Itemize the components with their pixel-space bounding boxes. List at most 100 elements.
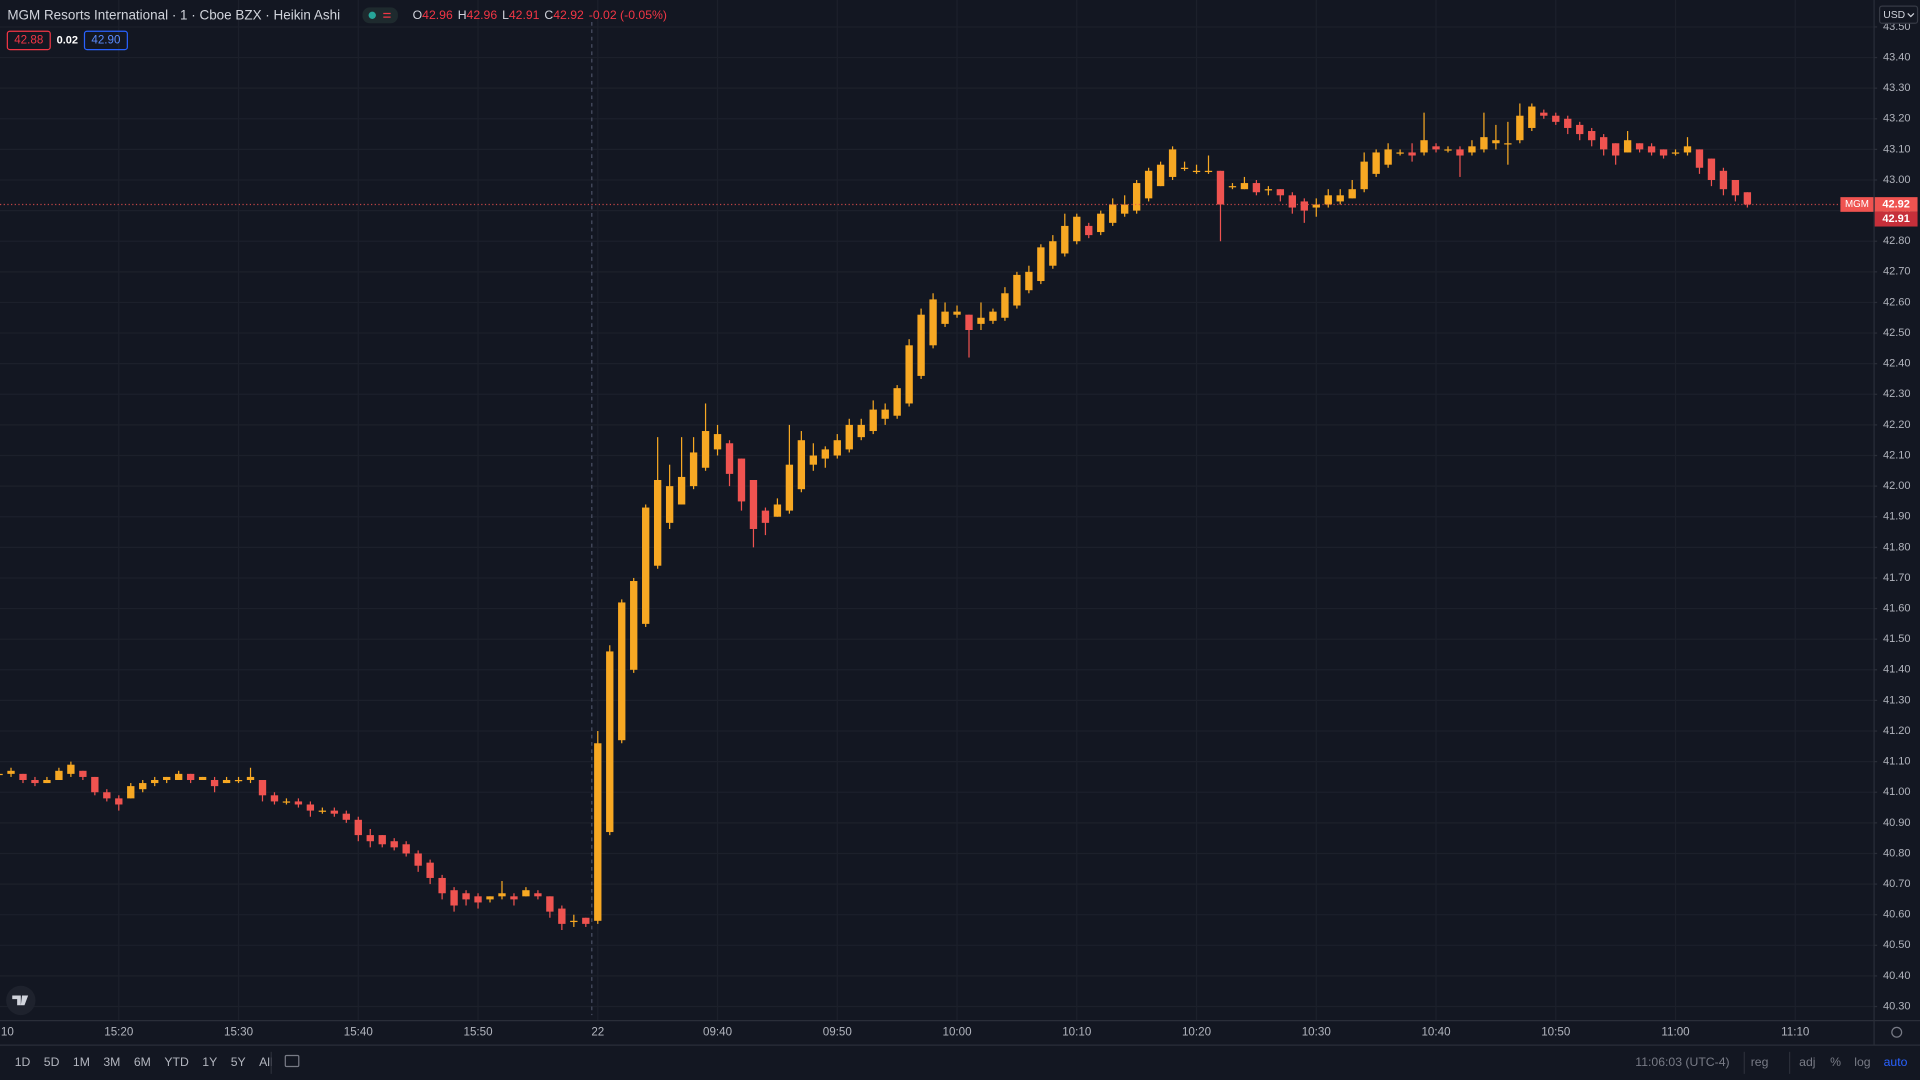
date-range-icon[interactable]	[284, 1054, 300, 1068]
ohlc-value: 42.96	[467, 8, 498, 22]
candle-body	[1144, 170, 1153, 199]
ohlc-label: L	[502, 8, 509, 22]
candle-body	[294, 801, 303, 805]
y-tick-label: 41.60	[1883, 602, 1911, 614]
candle-body	[1611, 143, 1620, 156]
candle-body	[833, 440, 841, 456]
candle-body	[1156, 164, 1165, 187]
low-price: 42.91	[1882, 213, 1910, 225]
candle-body	[977, 317, 985, 324]
y-tick-label: 43.30	[1883, 82, 1911, 94]
y-tick-label: 42.50	[1883, 327, 1911, 339]
candle-body	[1132, 183, 1141, 211]
candle-body	[1480, 137, 1488, 150]
candle-body	[366, 835, 374, 842]
candle-body	[174, 773, 183, 780]
symbol-title[interactable]: MGM Resorts International · 1 · Cboe BZX…	[7, 7, 340, 22]
x-tick-label: 10:50	[1541, 1025, 1571, 1038]
status-pill[interactable]	[362, 7, 398, 24]
candle-body	[1564, 118, 1572, 128]
range-button[interactable]: 1Y	[202, 1055, 217, 1069]
candle-body	[761, 510, 770, 523]
candle-body	[402, 844, 410, 854]
candle-body	[198, 776, 207, 780]
candle-body	[522, 890, 530, 897]
scale-toggle[interactable]: %	[1830, 1055, 1841, 1069]
candle-body	[1192, 170, 1201, 173]
candle-body	[1061, 225, 1069, 254]
candle-body	[1240, 183, 1249, 190]
candle-body	[1731, 180, 1740, 196]
status-dot	[368, 11, 376, 19]
candle-body	[1528, 106, 1536, 128]
spread: 0.02	[57, 34, 78, 46]
y-tick-label: 43.50	[1883, 21, 1911, 33]
candle-body	[127, 786, 135, 799]
y-tick-label: 41.00	[1883, 786, 1911, 798]
candle-body	[378, 835, 386, 845]
candle-body	[1336, 195, 1344, 202]
change: -0.02 (-0.05%)	[589, 8, 667, 22]
bid-box[interactable]	[6, 30, 51, 51]
candle-body	[773, 504, 782, 517]
candle-body	[1743, 192, 1752, 205]
settings-icon[interactable]	[1891, 1026, 1903, 1038]
candle-body	[1600, 137, 1608, 150]
candle-body	[785, 464, 794, 511]
scale-toggle[interactable]: log	[1854, 1055, 1871, 1069]
ohlc-value: 42.96	[422, 8, 453, 22]
x-tick-label: 15:30	[224, 1025, 254, 1038]
range-button[interactable]: 6M	[134, 1055, 151, 1069]
range-button[interactable]: 5Y	[231, 1055, 246, 1069]
candle-body	[845, 424, 853, 450]
candle-body	[905, 345, 913, 404]
y-tick-label: 41.40	[1883, 664, 1911, 676]
candle-body	[222, 780, 231, 784]
candle-body	[1109, 204, 1117, 223]
candle-body	[701, 431, 710, 468]
tv-logo-mark	[12, 995, 29, 1006]
currency-button[interactable]	[1878, 5, 1919, 24]
range-button[interactable]: 1D	[15, 1055, 31, 1069]
y-tick-label: 40.60	[1883, 909, 1911, 921]
ohlc-label: C	[544, 8, 553, 22]
y-tick-label: 41.20	[1883, 725, 1911, 737]
candle-body	[1324, 195, 1332, 205]
range-button[interactable]: 5D	[44, 1055, 60, 1069]
candle-body	[749, 480, 758, 529]
ohlc-value: 42.91	[509, 8, 540, 22]
candle-body	[234, 780, 243, 782]
scale-toggle[interactable]: reg	[1751, 1055, 1769, 1069]
range-button[interactable]: 3M	[103, 1055, 120, 1069]
candle-body	[1037, 247, 1045, 282]
y-tick-label: 43.10	[1883, 143, 1911, 155]
candle-body	[737, 458, 746, 502]
y-tick-label: 42.30	[1883, 388, 1911, 400]
candle-body	[1228, 186, 1237, 188]
x-tick-label: 10:30	[1302, 1025, 1332, 1038]
candle-body	[354, 819, 362, 836]
candle-body	[1492, 140, 1500, 144]
candle-body	[965, 314, 973, 330]
candle-body	[546, 896, 554, 912]
candle-body	[426, 862, 434, 878]
candle-body	[1444, 149, 1452, 151]
candle-body	[151, 780, 159, 784]
candle-body	[869, 409, 877, 432]
scale-toggle[interactable]: adj	[1799, 1055, 1815, 1069]
y-tick-label: 42.00	[1883, 480, 1911, 492]
candle-body	[809, 455, 818, 465]
range-button[interactable]: YTD	[164, 1055, 189, 1069]
bid-price: 42.88	[14, 33, 43, 46]
candle-body	[330, 810, 339, 814]
range-button[interactable]: 1M	[73, 1055, 90, 1069]
candle-body	[462, 893, 470, 900]
candle-body	[941, 311, 949, 324]
range-button[interactable]: All	[259, 1055, 273, 1069]
scale-toggle[interactable]: auto	[1884, 1055, 1908, 1069]
ask-box[interactable]	[83, 30, 128, 51]
y-tick-label: 40.80	[1883, 847, 1911, 859]
x-tick-label: 15:40	[344, 1025, 374, 1038]
candle-body	[1647, 146, 1656, 153]
